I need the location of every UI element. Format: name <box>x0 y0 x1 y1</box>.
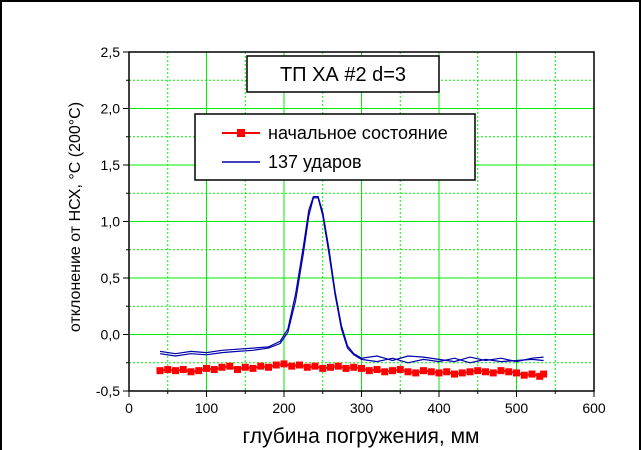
chart-title-box: ТП ХА #2 d=3 <box>246 55 440 93</box>
data-point-initial <box>272 361 280 369</box>
data-point-initial <box>458 369 466 377</box>
data-point-initial <box>179 366 187 374</box>
x-tick-label: 0 <box>125 400 133 416</box>
data-point-initial <box>513 369 520 377</box>
data-point-initial <box>280 360 288 368</box>
data-point-initial <box>396 366 404 374</box>
data-point-initial <box>451 370 458 378</box>
data-point-initial <box>156 367 164 375</box>
data-point-initial <box>234 366 241 374</box>
data-point-initial <box>226 362 234 370</box>
data-point-initial <box>404 368 412 376</box>
x-tick-label: 400 <box>427 400 451 416</box>
data-point-initial <box>443 368 451 376</box>
x-tick-label: 200 <box>272 400 296 416</box>
data-point-initial <box>241 363 249 371</box>
grid <box>129 52 594 391</box>
data-point-initial <box>296 361 303 369</box>
data-point-initial <box>203 364 210 372</box>
x-tick-label: 100 <box>195 400 219 416</box>
data-point-initial <box>497 367 505 375</box>
data-point-initial <box>373 366 381 374</box>
y-tick-label: 2,5 <box>101 44 121 60</box>
data-point-initial <box>195 367 203 375</box>
data-point-initial <box>164 366 172 374</box>
data-point-initial <box>381 368 389 376</box>
data-point-initial <box>319 364 327 372</box>
y-tick-label: -0,5 <box>96 383 120 399</box>
y-tick-label: 1,5 <box>101 157 121 173</box>
data-point-initial <box>172 367 179 375</box>
data-point-initial <box>350 363 358 371</box>
data-point-initial <box>311 362 319 370</box>
data-point-initial <box>288 362 296 370</box>
series-line-137-a <box>159 197 544 364</box>
series-line-137-b <box>159 196 544 363</box>
data-point-initial <box>540 370 548 378</box>
data-point-initial <box>358 364 365 372</box>
data-point-initial <box>365 367 373 375</box>
data-point-initial <box>412 369 420 377</box>
data-point-initial <box>435 369 443 377</box>
data-point-initial <box>249 364 257 372</box>
x-tick-label: 300 <box>350 400 374 416</box>
legend: начальное состояние 137 ударов <box>194 113 476 181</box>
x-tick-label: 600 <box>582 400 606 416</box>
legend-label-initial: начальное состояние <box>268 123 448 143</box>
data-point-initial <box>218 363 226 371</box>
data-point-initial <box>420 367 427 375</box>
data-point-initial <box>303 363 311 371</box>
x-tick-label: 500 <box>505 400 529 416</box>
data-point-initial <box>528 370 536 378</box>
y-tick-label: 0,5 <box>101 270 121 286</box>
data-point-initial <box>427 368 435 376</box>
data-point-initial <box>474 367 482 375</box>
data-point-initial <box>466 368 474 376</box>
y-tick-label: 2,0 <box>101 101 121 117</box>
axis-ticks: 0 100 200 300 400 500 600 -0,5 0,0 0,5 1,0 1,5 2,0 2,… <box>96 44 606 416</box>
y-tick-label: 1,0 <box>101 214 121 230</box>
data-point-initial <box>389 367 396 375</box>
x-axis-label: глубина погружения, мм <box>243 425 480 448</box>
data-point-initial <box>505 368 513 376</box>
data-point-initial <box>334 362 342 370</box>
data-point-initial <box>482 368 489 376</box>
data-point-initial <box>265 363 272 371</box>
data-point-initial <box>187 368 195 376</box>
data-point-initial <box>520 371 528 379</box>
data-point-initial <box>536 372 544 380</box>
data-point-initial <box>489 369 497 377</box>
data-point-initial <box>257 362 265 370</box>
legend-label-137: 137 ударов <box>268 152 362 172</box>
data-point-initial <box>327 363 334 371</box>
legend-marker-initial <box>237 129 245 137</box>
y-axis-label: отклонение от НСХ, °С (200°С) <box>67 102 84 332</box>
y-tick-label: 0,0 <box>101 327 121 343</box>
data-point-initial <box>210 366 218 374</box>
series-layer <box>156 196 548 380</box>
data-point-initial <box>342 364 350 372</box>
chart-title: ТП ХА #2 d=3 <box>280 64 406 86</box>
